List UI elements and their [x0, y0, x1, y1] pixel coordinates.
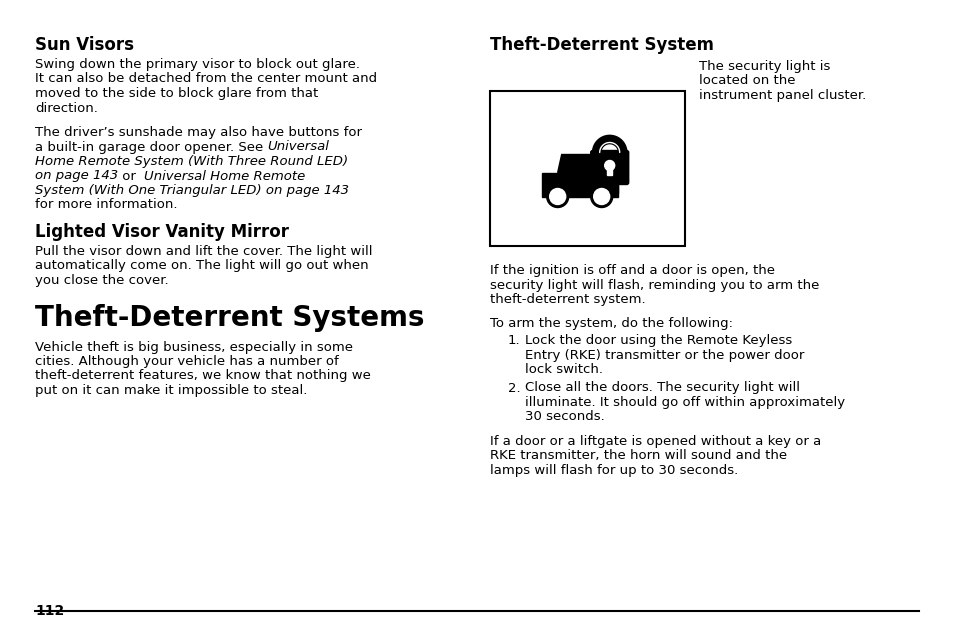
Text: security light will flash, reminding you to arm the: security light will flash, reminding you… [490, 279, 819, 291]
Text: 2.: 2. [507, 382, 520, 394]
Text: Entry (RKE) transmitter or the power door: Entry (RKE) transmitter or the power doo… [524, 349, 803, 361]
Text: on page 143: on page 143 [35, 170, 118, 183]
Text: Universal Home Remote: Universal Home Remote [144, 170, 305, 183]
Text: lock switch.: lock switch. [524, 363, 602, 376]
Circle shape [549, 188, 565, 205]
Bar [609, 184, 617, 193]
Text: The driver’s sunshade may also have buttons for: The driver’s sunshade may also have butt… [35, 126, 361, 139]
Text: Home Remote System (With Three Round LED): Home Remote System (With Three Round LED… [35, 155, 348, 168]
Polygon shape [541, 172, 617, 197]
Text: or: or [118, 170, 144, 183]
Text: you close the cover.: you close the cover. [35, 274, 169, 287]
FancyBboxPatch shape [590, 151, 628, 184]
Text: It can also be detached from the center mount and: It can also be detached from the center … [35, 73, 376, 85]
Text: To arm the system, do the following:: To arm the system, do the following: [490, 317, 732, 331]
Text: Sun Visors: Sun Visors [35, 36, 133, 54]
Circle shape [546, 186, 568, 207]
Text: RKE transmitter, the horn will sound and the: RKE transmitter, the horn will sound and… [490, 450, 786, 462]
Text: Swing down the primary visor to block out glare.: Swing down the primary visor to block ou… [35, 58, 359, 71]
Text: instrument panel cluster.: instrument panel cluster. [699, 89, 865, 102]
Text: Universal: Universal [267, 141, 329, 153]
Text: The security light is: The security light is [699, 60, 829, 73]
Text: Theft-Deterrent Systems: Theft-Deterrent Systems [35, 305, 424, 333]
Text: theft-deterrent system.: theft-deterrent system. [490, 293, 645, 306]
Polygon shape [558, 155, 599, 172]
Bar [490, 91, 684, 246]
Circle shape [604, 160, 614, 170]
Text: If the ignition is off and a door is open, the: If the ignition is off and a door is ope… [490, 264, 774, 277]
Text: for more information.: for more information. [35, 198, 177, 212]
Text: 112: 112 [35, 604, 64, 618]
Text: Lock the door using the Remote Keyless: Lock the door using the Remote Keyless [524, 334, 791, 347]
Text: direction.: direction. [35, 102, 98, 114]
Text: illuminate. It should go off within approximately: illuminate. It should go off within appr… [524, 396, 844, 409]
Text: put on it can make it impossible to steal.: put on it can make it impossible to stea… [35, 384, 307, 397]
Text: a built-in garage door opener. See: a built-in garage door opener. See [35, 141, 267, 153]
Text: theft-deterrent features, we know that nothing we: theft-deterrent features, we know that n… [35, 370, 371, 382]
Text: Vehicle theft is big business, especially in some: Vehicle theft is big business, especiall… [35, 340, 353, 354]
Text: lamps will flash for up to 30 seconds.: lamps will flash for up to 30 seconds. [490, 464, 738, 477]
Text: cities. Although your vehicle has a number of: cities. Although your vehicle has a numb… [35, 355, 338, 368]
Text: Lighted Visor Vanity Mirror: Lighted Visor Vanity Mirror [35, 223, 289, 241]
Text: Theft-Deterrent System: Theft-Deterrent System [490, 36, 713, 54]
Text: Pull the visor down and lift the cover. The light will: Pull the visor down and lift the cover. … [35, 245, 372, 258]
Text: located on the: located on the [699, 74, 795, 88]
Text: automatically come on. The light will go out when: automatically come on. The light will go… [35, 259, 368, 272]
Circle shape [590, 186, 612, 207]
Text: 30 seconds.: 30 seconds. [524, 410, 604, 424]
Text: moved to the side to block glare from that: moved to the side to block glare from th… [35, 87, 318, 100]
Text: Close all the doors. The security light will: Close all the doors. The security light … [524, 382, 800, 394]
Text: System (With One Triangular LED) on page 143: System (With One Triangular LED) on page… [35, 184, 349, 197]
Bar [606, 165, 612, 174]
Text: If a door or a liftgate is opened without a key or a: If a door or a liftgate is opened withou… [490, 435, 821, 448]
Circle shape [593, 188, 609, 205]
Text: 1.: 1. [507, 334, 520, 347]
